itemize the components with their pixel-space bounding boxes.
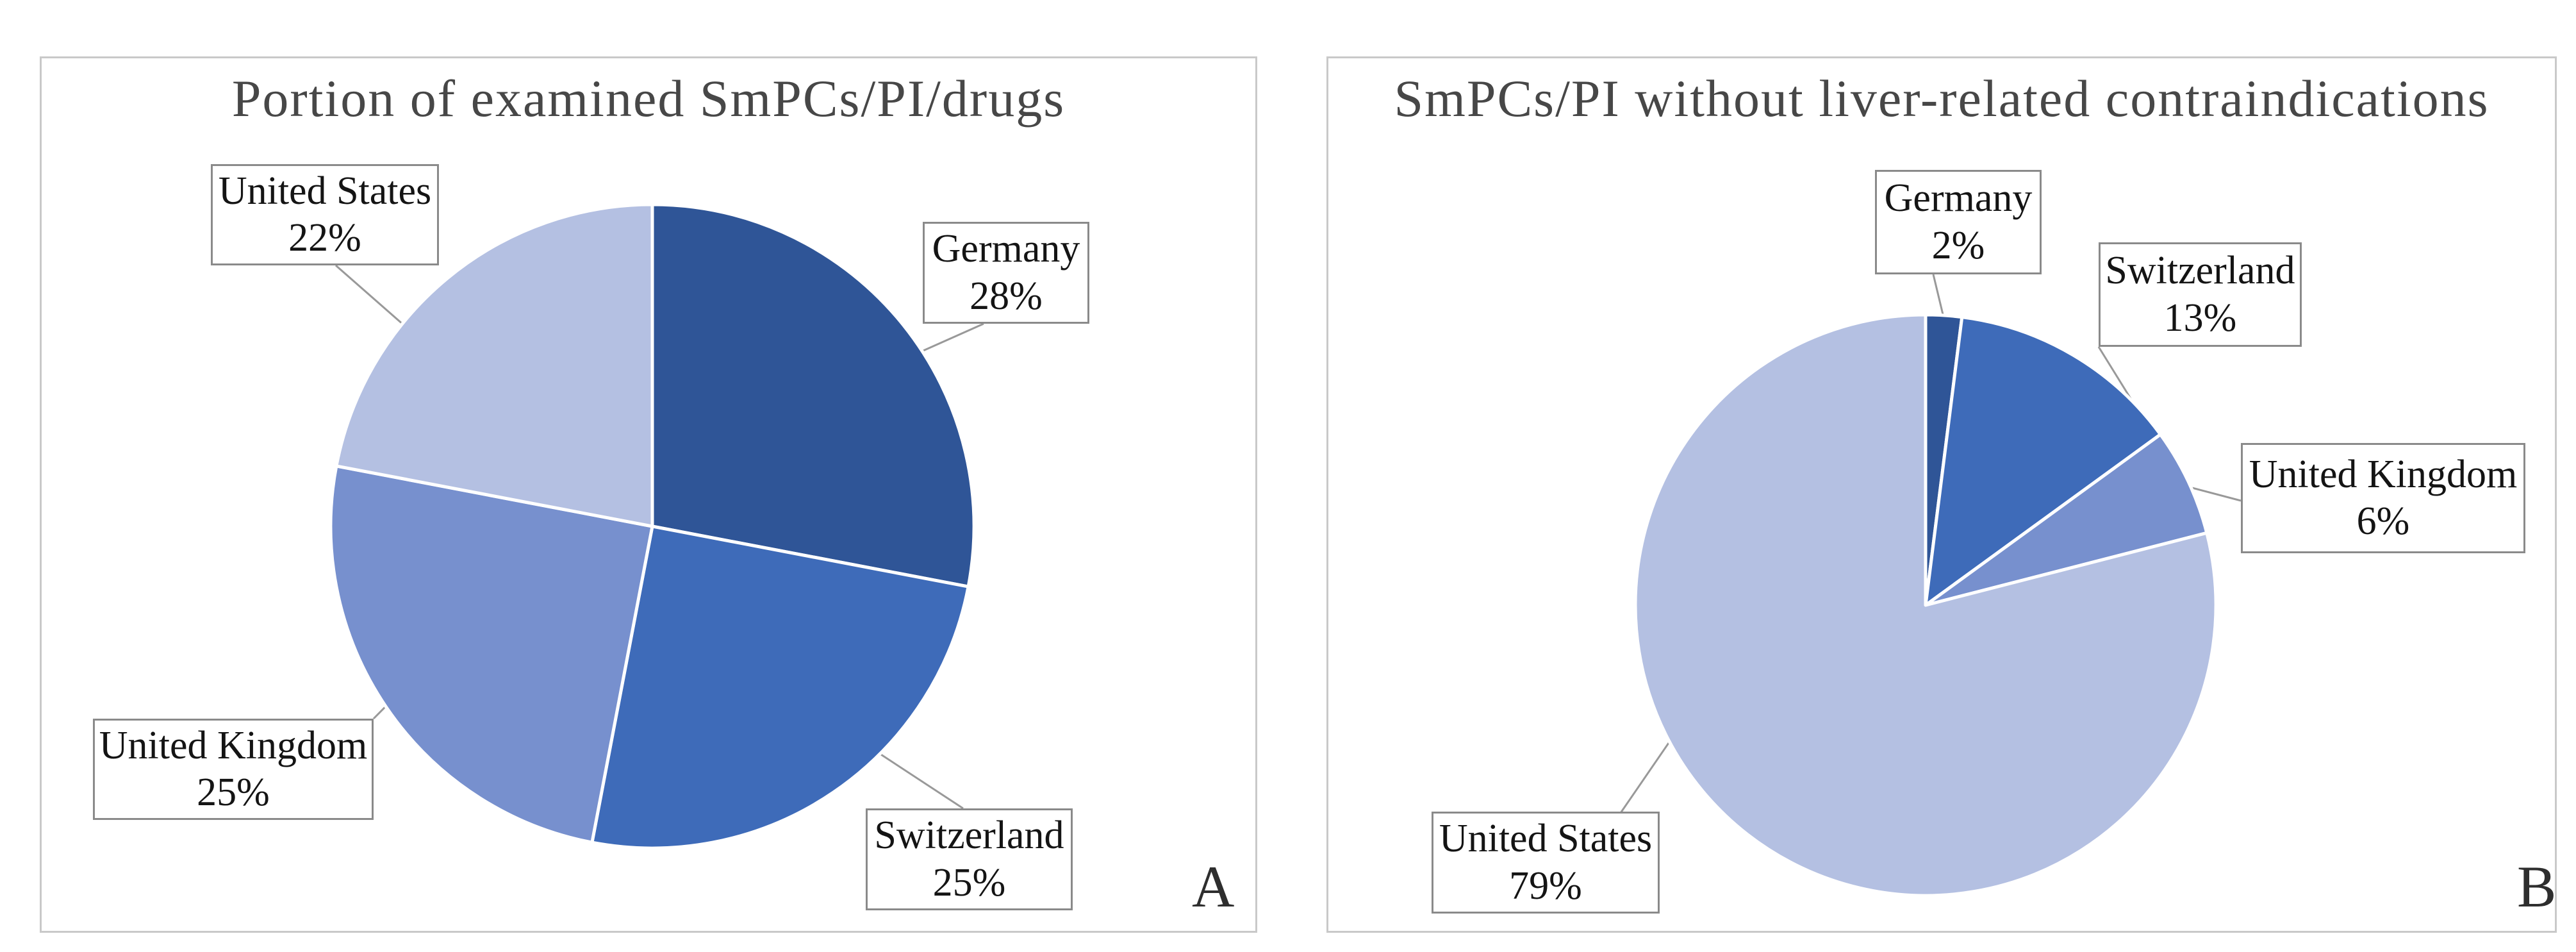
callout-percent-value: 22% xyxy=(288,216,361,260)
callout-country-name: Germany xyxy=(932,227,1080,271)
panel-letter: B xyxy=(2517,854,2557,919)
pie-slice-united-kingdom xyxy=(1924,433,2209,607)
callout-united-kingdom: United Kingdom 25% xyxy=(93,719,374,820)
panel-a: Portion of examined SmPCs/PI/drugs Germa… xyxy=(40,56,1257,933)
callout-switzerland: Switzerland 13% xyxy=(2099,242,2302,347)
callout-percent-value: 79% xyxy=(1509,864,1582,908)
callout-percent-value: 28% xyxy=(970,274,1043,318)
leader-line-united-kingdom xyxy=(372,705,387,720)
pie-slice-united-states xyxy=(334,203,654,528)
callout-country-name: Switzerland xyxy=(2105,249,2295,293)
leader-line-switzerland xyxy=(879,753,964,810)
callout-country-name: United Kingdom xyxy=(2249,452,2518,496)
pie-chart-a xyxy=(329,203,984,850)
callout-country-name: Germany xyxy=(1884,176,2033,221)
callout-country-name: United Kingdom xyxy=(99,723,368,767)
leader-line-united-states xyxy=(1618,740,1671,815)
callout-percent-value: 13% xyxy=(2163,296,2237,340)
chart-title: Portion of examined SmPCs/PI/drugs xyxy=(231,69,1066,128)
callout-country-name: Switzerland xyxy=(874,814,1064,858)
leader-line-switzerland xyxy=(2097,346,2135,405)
callout-percent-value: 25% xyxy=(197,771,270,814)
callout-switzerland: Switzerland 25% xyxy=(866,808,1073,910)
chart-title: SmPCs/PI without liver-related contraind… xyxy=(1394,69,2489,128)
callout-percent-value: 2% xyxy=(1931,223,1985,267)
leader-line-germany xyxy=(921,322,984,353)
callout-country-name: United States xyxy=(218,169,432,213)
leader-line-germany xyxy=(1932,274,1945,317)
callout-country-name: United States xyxy=(1439,817,1653,861)
pie-slice-switzerland xyxy=(1924,315,2162,607)
callout-united-states: United States 79% xyxy=(1432,812,1660,914)
pie-slice-united-kingdom xyxy=(329,464,654,844)
leader-line-united-kingdom xyxy=(2190,486,2242,502)
pie-slice-switzerland xyxy=(590,524,970,850)
pie-chart-b xyxy=(1618,274,2242,898)
callout-percent-value: 25% xyxy=(932,860,1006,905)
callout-germany: Germany 2% xyxy=(1875,170,2042,274)
callout-united-states: United States 22% xyxy=(211,164,439,265)
panel-b: SmPCs/PI without liver-related contraind… xyxy=(1326,56,2557,933)
callout-united-kingdom: United Kingdom 6% xyxy=(2241,443,2525,553)
panel-letter: A xyxy=(1192,854,1235,919)
callout-percent-value: 6% xyxy=(2356,499,2410,543)
leader-line-united-states xyxy=(335,264,404,325)
pie-slice-germany xyxy=(650,203,976,589)
callout-germany: Germany 28% xyxy=(923,222,1089,324)
pie-slice-united-states xyxy=(1633,313,2218,898)
